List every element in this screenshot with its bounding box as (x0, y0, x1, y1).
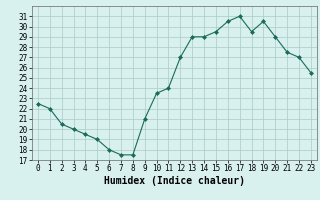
X-axis label: Humidex (Indice chaleur): Humidex (Indice chaleur) (104, 176, 245, 186)
